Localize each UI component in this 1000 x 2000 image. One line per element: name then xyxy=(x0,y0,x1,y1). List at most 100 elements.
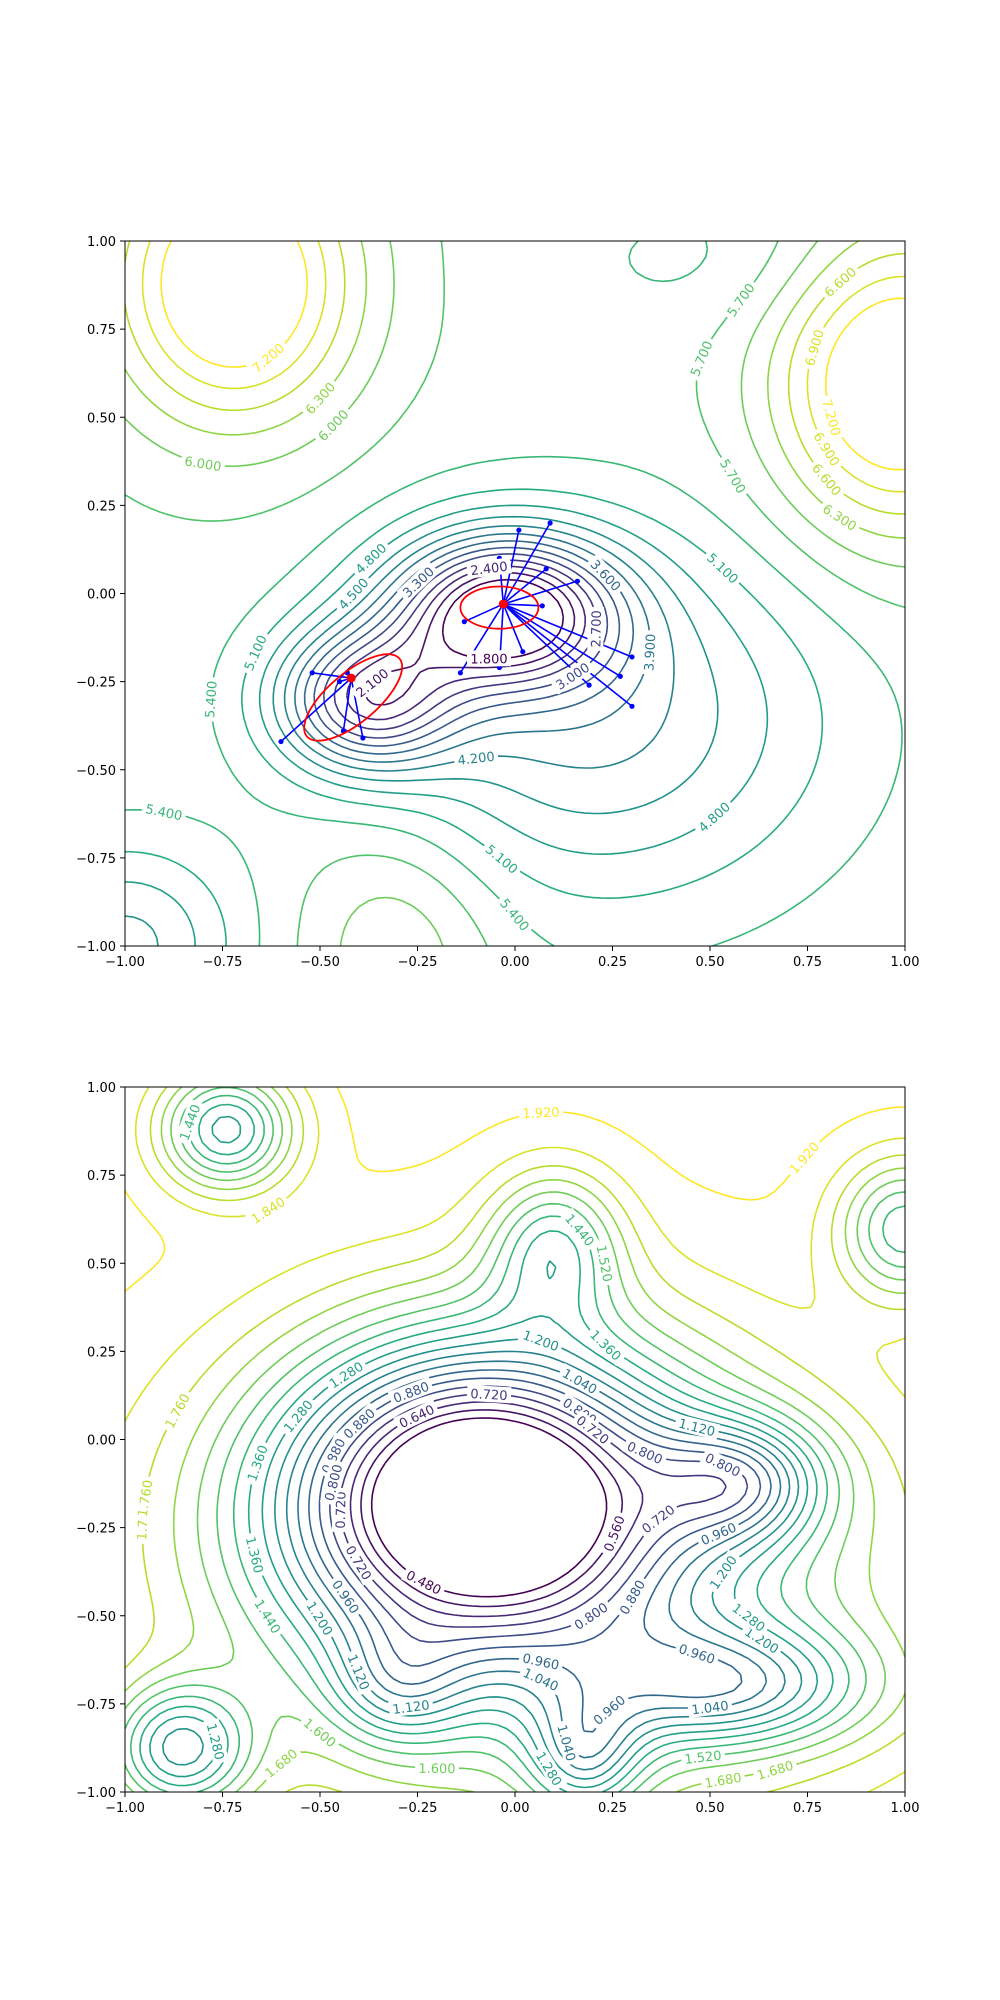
contour-label-bg xyxy=(635,1498,681,1539)
top-x-axis: −1.00 −0.75 −0.50 −0.25 0.00 0.25 0.50 0.75 1.00 xyxy=(105,946,919,970)
contour-label: 0.720 xyxy=(470,1387,508,1404)
center-point xyxy=(498,599,508,609)
contour-label-bg xyxy=(246,337,290,378)
y-tick-label: −1.00 xyxy=(76,940,116,955)
contour-label-bg xyxy=(258,1742,304,1784)
contour-label-bg xyxy=(517,1662,565,1696)
ray-line xyxy=(312,672,352,679)
contour-label-bg xyxy=(783,1135,825,1180)
contour-label-bg xyxy=(159,1387,195,1434)
y-tick-label: 0.25 xyxy=(87,1345,116,1360)
ray-line xyxy=(502,603,633,658)
sample-point xyxy=(336,679,343,685)
y-tick-label: 1.00 xyxy=(87,1081,116,1096)
x-tick-label: −0.75 xyxy=(203,1801,243,1816)
ray-line xyxy=(502,603,621,678)
contour-line xyxy=(130,1094,905,1792)
contour-label: 1.920 xyxy=(522,1105,560,1122)
contour-label-bg xyxy=(703,1549,742,1595)
sample-point xyxy=(629,654,635,660)
contour-label-bg xyxy=(238,629,272,676)
contour-label: 1.760 xyxy=(163,1391,194,1431)
contour-label-bg xyxy=(202,1718,230,1765)
ray-line xyxy=(502,603,633,707)
top-y-axis: −1.00 −0.75 −0.50 −0.25 0.00 0.25 0.50 0.75 1.00 xyxy=(76,235,125,955)
x-tick-label: 0.75 xyxy=(793,1801,822,1816)
contour-line xyxy=(139,1103,834,1792)
contour-label: 1.760 xyxy=(136,1479,157,1518)
center-point xyxy=(346,673,356,683)
contour-label-bg xyxy=(249,1593,287,1640)
contour-label-bg xyxy=(726,1597,772,1637)
ray-line xyxy=(502,568,547,605)
contour-label: 2.700 xyxy=(589,610,605,647)
contour-label: 0.880 xyxy=(618,1578,650,1618)
y-tick-label: −0.75 xyxy=(76,852,116,867)
contour-label-bg xyxy=(531,1745,568,1792)
contour-label: 1.200 xyxy=(302,1599,335,1638)
y-tick-label: 0.00 xyxy=(87,1434,116,1449)
x-tick-label: −0.25 xyxy=(398,1801,438,1816)
ray-line xyxy=(503,580,578,605)
sample-point xyxy=(457,670,463,676)
contour-label: 0.720 xyxy=(334,1491,350,1528)
contour-line xyxy=(125,1087,905,1292)
bottom-contour-labels: 1.7601.9201.6801.7601.6001.4401.2000.800… xyxy=(132,1098,825,1792)
contour-label-bg xyxy=(466,557,512,579)
contour-label-bg xyxy=(587,1689,631,1731)
x-tick-label: −0.50 xyxy=(300,955,340,970)
contour-label: 5.700 xyxy=(725,281,759,320)
x-tick-label: 0.50 xyxy=(696,1801,725,1816)
contour-line xyxy=(360,1409,624,1608)
contour-label: 1.040 xyxy=(691,1699,730,1719)
sample-point xyxy=(543,566,549,572)
contour-label: 5.700 xyxy=(716,457,748,497)
contour-label-bg xyxy=(715,453,752,500)
ray-line xyxy=(463,603,504,623)
contour-label-bg xyxy=(494,892,536,937)
y-tick-label: 1.00 xyxy=(87,235,116,250)
ray-line xyxy=(342,677,352,732)
contour-label: 1.520 xyxy=(593,1244,615,1283)
contour-label-bg xyxy=(337,1402,381,1445)
contour-label: 3.900 xyxy=(642,633,659,671)
x-tick-label: −0.50 xyxy=(300,1801,340,1816)
contour-label: 6.300 xyxy=(819,502,858,535)
contour-label-bg xyxy=(349,662,395,703)
contour-label-bg xyxy=(817,498,863,536)
contour-label-bg xyxy=(179,451,227,475)
contour-label-bg xyxy=(806,457,848,502)
confidence-ellipse xyxy=(459,585,540,630)
y-tick-label: −1.00 xyxy=(76,1786,116,1801)
contour-label: 5.400 xyxy=(144,802,184,824)
x-tick-label: 0.00 xyxy=(501,1801,530,1816)
contour-label-bg xyxy=(245,1191,291,1229)
x-tick-label: 0.00 xyxy=(501,955,530,970)
contour-label-bg xyxy=(699,1768,747,1792)
contour-label-bg xyxy=(592,1240,617,1287)
contour-label-bg xyxy=(739,1621,785,1659)
contour-label: 2.400 xyxy=(470,560,509,580)
contour-label: 4.200 xyxy=(457,750,496,769)
contour-label-bg xyxy=(687,1696,733,1718)
contour-label-bg xyxy=(323,1356,369,1394)
bottom-x-axis: −1.00 −0.75 −0.50 −0.25 0.00 0.25 0.50 0.75 1.00 xyxy=(105,1792,919,1816)
contour-label-bg xyxy=(570,1409,616,1450)
x-tick-label: 0.25 xyxy=(598,955,627,970)
x-tick-label: −0.25 xyxy=(398,955,438,970)
contour-label-bg xyxy=(301,1595,339,1642)
contour-line xyxy=(125,241,903,946)
sample-point xyxy=(617,673,623,679)
contour-label-bg xyxy=(388,1695,434,1718)
contour-label: 1.360 xyxy=(242,1535,266,1575)
contour-label-bg xyxy=(818,393,846,441)
y-tick-label: 0.50 xyxy=(87,411,116,426)
contour-label-bg xyxy=(393,1399,440,1433)
contour-label-bg xyxy=(517,1648,565,1674)
x-tick-label: −1.00 xyxy=(105,1801,145,1816)
contour-label-bg xyxy=(466,650,512,667)
x-tick-label: −0.75 xyxy=(203,955,243,970)
contour-label: 1.280 xyxy=(532,1749,564,1789)
